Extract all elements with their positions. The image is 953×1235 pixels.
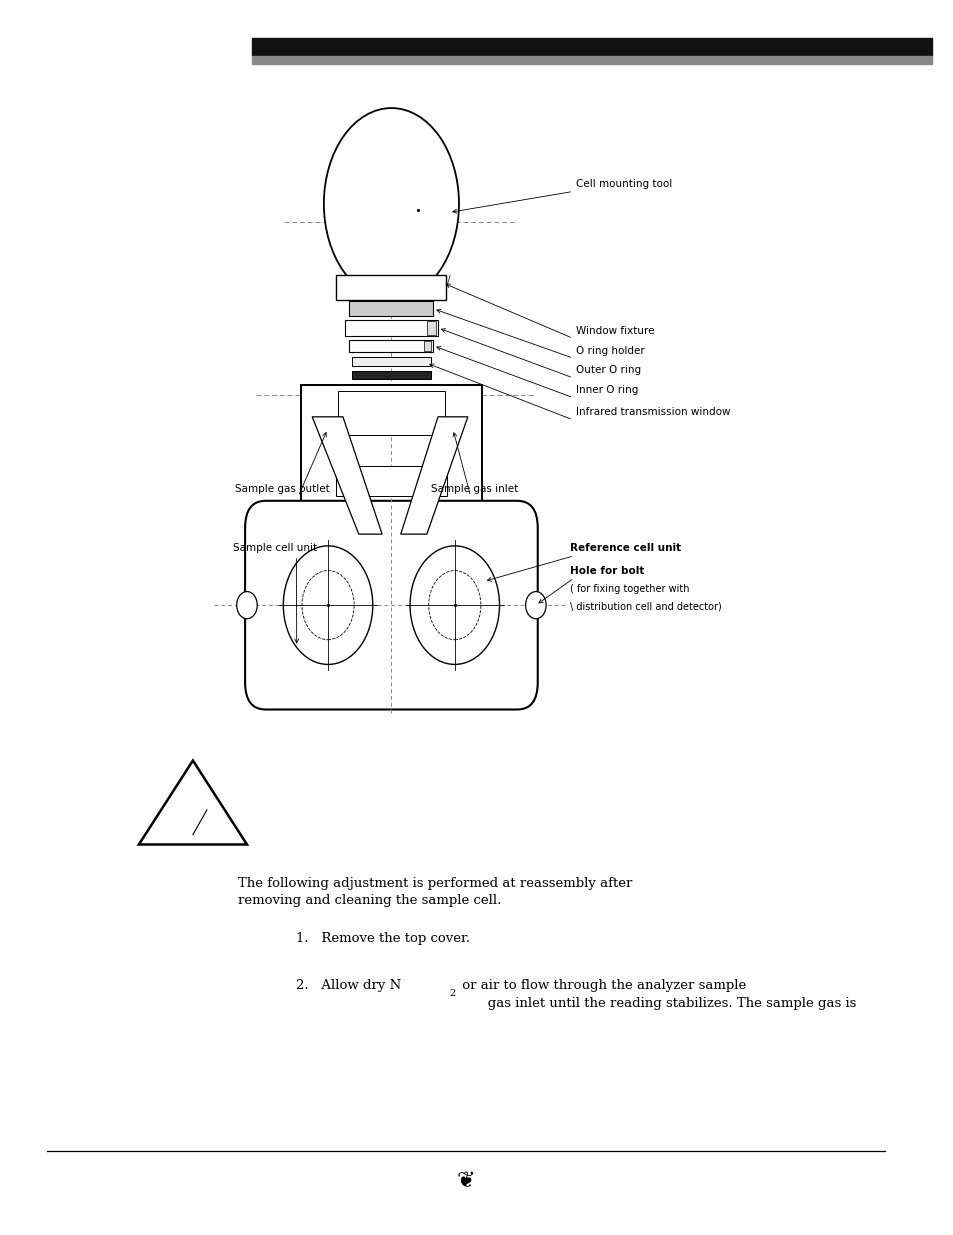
Text: Window fixture: Window fixture [576, 326, 654, 336]
Text: Sample cell unit: Sample cell unit [233, 543, 316, 553]
Bar [252, 56, 931, 64]
Circle shape [283, 546, 373, 664]
Bar [349, 301, 433, 316]
Bar [352, 357, 431, 366]
Text: Reference cell unit: Reference cell unit [570, 543, 680, 553]
Polygon shape [312, 417, 382, 535]
Text: The following adjustment is performed at reassembly after
removing and cleaning : The following adjustment is performed at… [237, 877, 631, 908]
Text: 2.   Allow dry N: 2. Allow dry N [296, 979, 401, 993]
Bar [344, 320, 437, 336]
Bar [335, 466, 447, 496]
Polygon shape [400, 417, 467, 535]
Bar [300, 385, 482, 503]
Text: Hole for bolt: Hole for bolt [570, 566, 644, 576]
Text: 2: 2 [449, 989, 455, 998]
Bar [349, 340, 433, 352]
Circle shape [525, 592, 545, 619]
Text: 1.   Remove the top cover.: 1. Remove the top cover. [296, 932, 470, 946]
Ellipse shape [323, 109, 458, 300]
Bar [252, 38, 931, 56]
Bar [336, 275, 446, 300]
Polygon shape [139, 761, 247, 845]
Circle shape [236, 592, 257, 619]
FancyBboxPatch shape [245, 501, 537, 709]
Text: Outer O ring: Outer O ring [576, 366, 640, 375]
Text: Sample gas inlet: Sample gas inlet [430, 484, 517, 494]
Bar [352, 370, 431, 379]
Bar [337, 391, 444, 435]
Circle shape [428, 571, 480, 640]
Circle shape [302, 571, 354, 640]
Text: Infrared transmission window: Infrared transmission window [576, 408, 730, 417]
Text: Inner O ring: Inner O ring [576, 385, 638, 395]
Bar [426, 321, 436, 335]
Text: ( for fixing together with: ( for fixing together with [570, 584, 689, 594]
Text: O ring holder: O ring holder [576, 346, 644, 356]
Bar [423, 341, 431, 351]
Text: \ distribution cell and detector): \ distribution cell and detector) [570, 601, 721, 611]
Circle shape [410, 546, 499, 664]
Text: or air to flow through the analyzer sample
       gas inlet until the reading st: or air to flow through the analyzer samp… [457, 979, 855, 1010]
Text: ❦: ❦ [456, 1171, 475, 1191]
Text: Sample gas outlet: Sample gas outlet [234, 484, 329, 494]
Text: Cell mounting tool: Cell mounting tool [576, 179, 672, 189]
